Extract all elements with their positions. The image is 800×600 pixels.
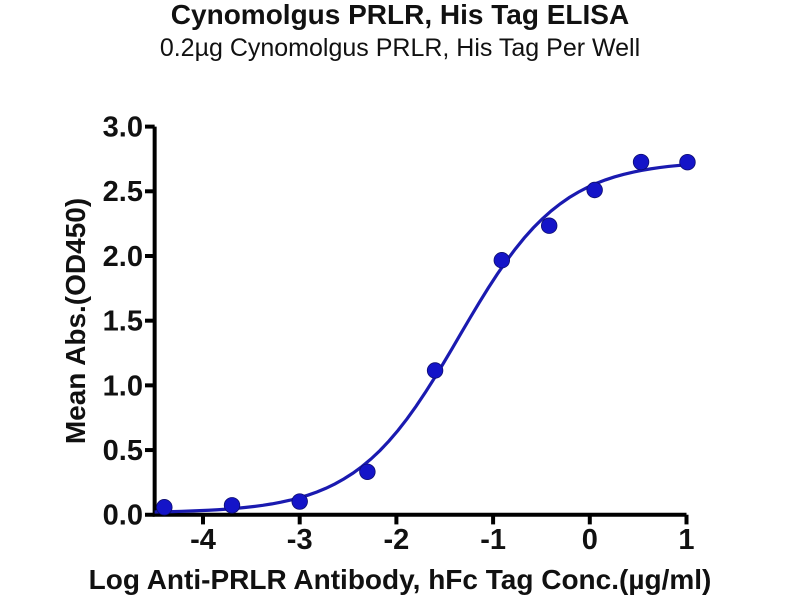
svg-text:-4: -4 [190, 524, 216, 556]
svg-text:1.5: 1.5 [103, 306, 143, 338]
svg-text:2.0: 2.0 [103, 241, 143, 273]
svg-text:0.5: 0.5 [103, 435, 143, 467]
svg-text:-1: -1 [480, 524, 506, 556]
svg-text:1: 1 [678, 524, 694, 556]
svg-text:3.0: 3.0 [103, 112, 143, 144]
svg-text:0: 0 [582, 524, 598, 556]
svg-text:2.5: 2.5 [103, 176, 143, 208]
svg-text:-2: -2 [384, 524, 410, 556]
svg-text:-3: -3 [287, 524, 313, 556]
svg-text:1.0: 1.0 [103, 370, 143, 402]
svg-text:0.0: 0.0 [103, 500, 143, 532]
